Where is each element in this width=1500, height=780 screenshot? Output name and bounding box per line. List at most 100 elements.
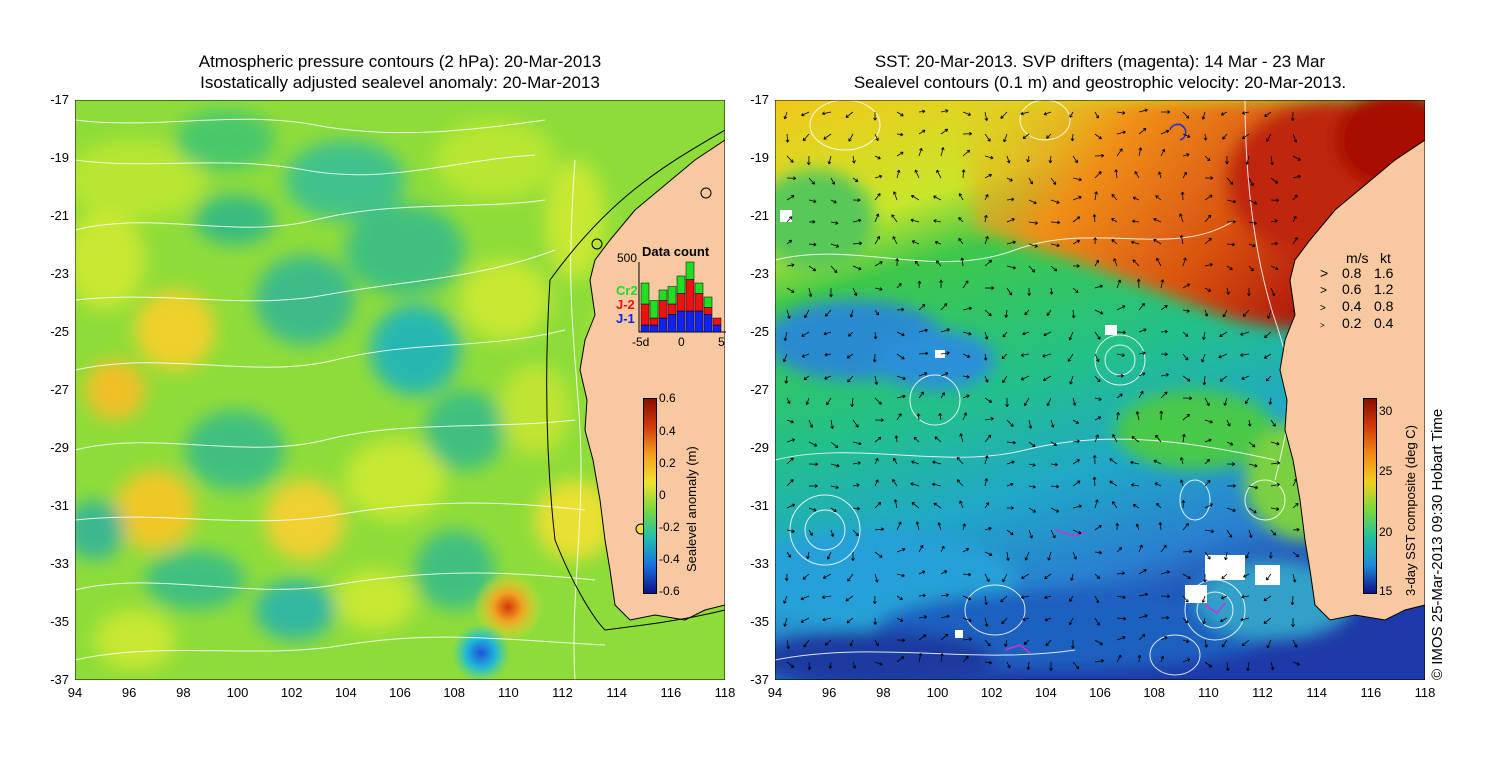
velocity-arrow bbox=[1160, 615, 1170, 620]
velocity-arrow bbox=[940, 109, 949, 113]
velocity-arrow bbox=[1244, 397, 1250, 405]
velocity-arrow bbox=[1182, 331, 1189, 337]
velocity-arrow bbox=[984, 309, 992, 317]
data-count-bar-cr2 bbox=[640, 282, 650, 305]
velocity-arrow bbox=[1248, 243, 1256, 248]
velocity-arrow bbox=[1044, 617, 1052, 622]
velocity-arrow bbox=[1023, 397, 1030, 407]
velocity-arrow bbox=[805, 397, 810, 405]
velocity-arrow bbox=[1116, 373, 1124, 378]
velocity-arrow bbox=[1094, 111, 1099, 119]
velocity-arrow bbox=[874, 397, 882, 405]
left-x-tick: 118 bbox=[714, 685, 736, 700]
velocity-arrow bbox=[1006, 440, 1016, 445]
velocity-arrow bbox=[786, 195, 795, 201]
data-count-bar-j2 bbox=[640, 303, 650, 326]
velocity-arrow bbox=[1006, 287, 1013, 296]
legend-j1: J-1 bbox=[616, 311, 635, 326]
velocity-arrow bbox=[1263, 353, 1272, 359]
velocity-arrow bbox=[1159, 410, 1164, 421]
velocity-arrow bbox=[911, 460, 920, 465]
velocity-arrow bbox=[1204, 529, 1215, 534]
velocity-arrow bbox=[1043, 331, 1052, 337]
velocity-arrow bbox=[848, 331, 854, 337]
velocity-arrow bbox=[1094, 153, 1105, 158]
velocity-arrow bbox=[1094, 309, 1104, 315]
velocity-arrow bbox=[1204, 503, 1213, 509]
velocity-arrow bbox=[824, 639, 832, 646]
velocity-arrow bbox=[1155, 434, 1162, 443]
velocity-arrow bbox=[874, 375, 879, 385]
velocity-arrow bbox=[1160, 636, 1168, 641]
velocity-arrow bbox=[962, 637, 972, 642]
velocity-arrow bbox=[1182, 171, 1187, 179]
velocity-arrow bbox=[1138, 372, 1146, 377]
velocity-arrow bbox=[1130, 460, 1140, 465]
data-count-title: Data count bbox=[642, 244, 710, 259]
velocity-arrow bbox=[1292, 237, 1298, 245]
velocity-arrow bbox=[846, 617, 854, 624]
velocity-arrow bbox=[1024, 309, 1030, 316]
velocity-arrow bbox=[849, 639, 854, 647]
velocity-arrow bbox=[1048, 155, 1053, 164]
velocity-arrow bbox=[1006, 551, 1010, 561]
velocity-arrow bbox=[1263, 595, 1272, 602]
velocity-arrow bbox=[962, 111, 972, 116]
velocity-arrow bbox=[874, 661, 883, 666]
velocity-arrow bbox=[1182, 353, 1189, 361]
velocity-arrow bbox=[801, 331, 810, 337]
velocity-arrow bbox=[896, 132, 904, 137]
left-x-tick: 98 bbox=[176, 685, 191, 700]
velocity-arrow bbox=[801, 111, 810, 117]
velocity-arrow bbox=[937, 522, 942, 531]
svp-drifter-track bbox=[1204, 602, 1226, 615]
velocity-arrow bbox=[830, 221, 839, 225]
velocity-arrow bbox=[935, 260, 942, 267]
velocity-arrow bbox=[1182, 283, 1191, 289]
velocity-ms: 0.6 bbox=[1342, 281, 1362, 297]
velocity-arrow bbox=[808, 441, 818, 447]
left-y-tick: -17 bbox=[50, 92, 69, 107]
velocity-arrow bbox=[874, 551, 883, 558]
velocity-arrow bbox=[783, 111, 788, 120]
velocity-arrow bbox=[1245, 155, 1250, 165]
velocity-arrow bbox=[1224, 551, 1228, 561]
velocity-arrow bbox=[894, 435, 899, 443]
velocity-arrow bbox=[1138, 544, 1143, 553]
velocity-arrow bbox=[1182, 309, 1190, 313]
right-sst-map bbox=[775, 100, 1425, 680]
coastline bbox=[579, 139, 725, 621]
velocity-arrow bbox=[984, 173, 992, 179]
velocity-arrow bbox=[1225, 661, 1230, 672]
velocity-arrow bbox=[984, 502, 990, 509]
velocity-arrow bbox=[1026, 155, 1030, 163]
velocity-arrow bbox=[933, 219, 942, 223]
velocity-arrow bbox=[918, 303, 926, 311]
velocity-arrow bbox=[1248, 221, 1257, 225]
velocity-arrow bbox=[786, 551, 791, 558]
velocity-arrow bbox=[914, 260, 920, 267]
velocity-arrow bbox=[918, 391, 924, 399]
velocity-arrow bbox=[984, 194, 989, 201]
velocity-arrow bbox=[1138, 569, 1147, 575]
velocity-arrow bbox=[872, 353, 877, 363]
velocity-arrow bbox=[1222, 309, 1228, 318]
velocity-arrow bbox=[824, 309, 832, 317]
velocity-arrow bbox=[1204, 438, 1212, 443]
velocity-arrow bbox=[1116, 393, 1123, 399]
right-x-tick: 104 bbox=[1034, 685, 1057, 700]
velocity-arrow bbox=[874, 639, 879, 647]
data-count-bar-j2 bbox=[703, 307, 713, 315]
velocity-arrow bbox=[874, 527, 884, 532]
velocity-arrow bbox=[1028, 507, 1037, 513]
velocity-arrow bbox=[873, 331, 878, 340]
velocity-arrow bbox=[1292, 133, 1298, 143]
velocity-arrow bbox=[1160, 305, 1168, 311]
velocity-arrow bbox=[917, 280, 922, 289]
left-x-tick: 110 bbox=[497, 685, 519, 700]
left-x-tick: 108 bbox=[443, 685, 466, 700]
velocity-arrow bbox=[1045, 639, 1052, 647]
data-count-bar-cr2 bbox=[703, 296, 713, 308]
velocity-arrow bbox=[1160, 110, 1171, 114]
velocity-arrow bbox=[873, 111, 877, 121]
